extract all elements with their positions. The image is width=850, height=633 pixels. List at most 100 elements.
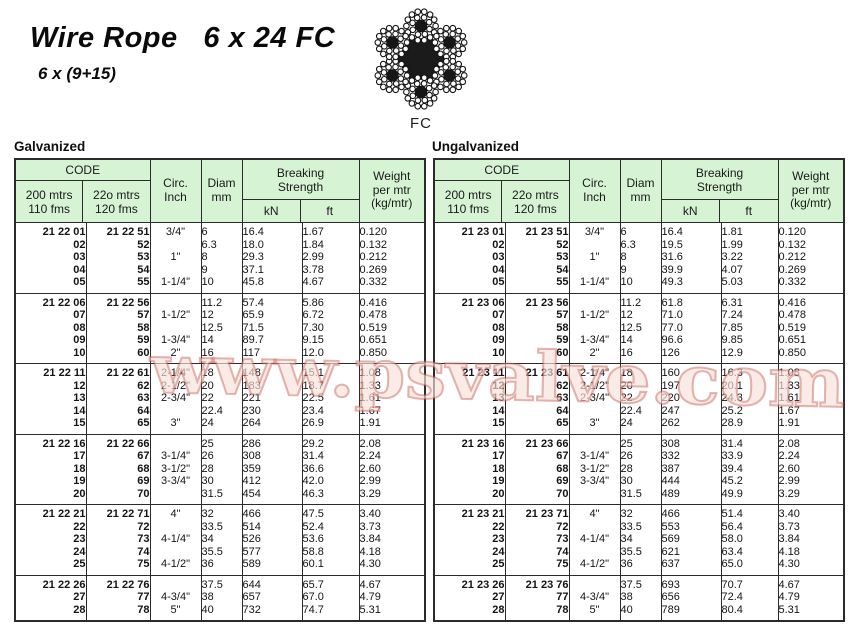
cell-weight: 0.416 [358, 293, 426, 309]
cell-diam-mm: 22.4 [200, 404, 243, 417]
rope-core-label: FC [410, 115, 432, 132]
cell-circ-inch: 1-1/4" [568, 276, 621, 293]
cell-kn: 71.0 [660, 309, 722, 322]
cell-kn: 286 [241, 434, 303, 450]
table-row: 23 73 4-1/4" 34 569 58.0 3.84 [433, 533, 845, 546]
cell-diam-mm: 22 [200, 392, 243, 405]
cell-diam-mm: 26 [200, 450, 243, 463]
cell-circ-inch: 4" [568, 504, 621, 521]
cell-code-220: 77 [85, 591, 151, 604]
cell-code-200: 04 [14, 263, 87, 276]
cell-kn: 308 [241, 450, 303, 463]
cell-ft: 1.84 [301, 238, 360, 251]
cell-diam-mm: 36 [200, 558, 243, 575]
cell-weight: 4.79 [358, 591, 426, 604]
table-row: 21 23 16 21 23 66 25 308 31.4 2.08 [433, 434, 845, 450]
cell-circ-inch: 1-1/4" [149, 276, 202, 293]
table-row: 21 23 06 21 23 56 11.2 61.8 6.31 0.416 [433, 293, 845, 309]
table-row: 02 52 6.3 19.5 1.99 0.132 [433, 238, 845, 251]
cell-code-220: 21 23 71 [504, 504, 570, 521]
cell-code-220: 53 [85, 251, 151, 264]
cell-circ-inch [568, 487, 621, 505]
cell-code-220: 52 [504, 238, 570, 251]
cell-weight: 3.73 [358, 520, 426, 533]
table-row: 02 52 6.3 18.0 1.84 0.132 [14, 238, 426, 251]
cell-code-200: 28 [433, 603, 506, 621]
cell-code-220: 53 [504, 251, 570, 264]
cell-diam-mm: 34 [619, 533, 662, 546]
cell-code-220: 57 [504, 309, 570, 322]
cell-kn: 148 [241, 363, 303, 380]
cell-weight: 1.91 [777, 417, 845, 434]
cell-code-220: 78 [85, 603, 151, 621]
cell-weight: 0.519 [777, 321, 845, 334]
table-row: 13 63 2-3/4" 22 221 22.5 1.61 [14, 392, 426, 405]
cell-weight: 3.40 [358, 504, 426, 521]
cell-code-200: 21 22 21 [14, 504, 87, 521]
cell-weight: 2.08 [777, 434, 845, 450]
cell-code-220: 75 [85, 558, 151, 575]
cell-code-200: 14 [14, 404, 87, 417]
cell-code-220: 78 [504, 603, 570, 621]
cell-kn: 96.6 [660, 334, 722, 347]
table-row: 10 60 2" 16 126 12.9 0.850 [433, 346, 845, 364]
cell-code-200: 09 [433, 334, 506, 347]
cell-ft: 7.24 [720, 309, 779, 322]
cell-diam-mm: 12 [619, 309, 662, 322]
cell-diam-mm: 8 [619, 251, 662, 264]
cell-kn: 444 [660, 475, 722, 488]
table-row: 25 75 4-1/2" 36 589 60.1 4.30 [14, 558, 426, 575]
cell-ft: 36.6 [301, 462, 360, 475]
cell-diam-mm: 6.3 [619, 238, 662, 251]
cell-circ-inch: 3-1/2" [568, 462, 621, 475]
cell-kn: 454 [241, 487, 303, 505]
cell-kn: 657 [241, 591, 303, 604]
cell-code-220: 21 22 76 [85, 575, 151, 591]
size-block: 21 22 16 21 22 66 25 286 29.2 2.08 17 67 3-1/4" 2… [14, 434, 426, 505]
cell-kn: 693 [660, 575, 722, 591]
cell-ft: 3.22 [720, 251, 779, 264]
cell-ft: 47.5 [301, 504, 360, 521]
cell-code-200: 18 [14, 462, 87, 475]
cell-code-220: 58 [85, 321, 151, 334]
size-block: 21 22 06 21 22 56 11.2 57.4 5.86 0.416 07 57 1-1… [14, 293, 426, 364]
table-row: 18 68 3-1/2" 28 387 39.4 2.60 [433, 462, 845, 475]
cell-diam-mm: 25 [200, 434, 243, 450]
cell-code-200: 24 [433, 545, 506, 558]
rope-cross-section: FC [366, 6, 476, 132]
table-row: 12 62 2-1/2" 20 183 18.7 1.33 [14, 379, 426, 392]
cell-ft: 12.0 [301, 346, 360, 364]
cell-code-220: 57 [85, 309, 151, 322]
cell-ft: 70.7 [720, 575, 779, 591]
table-row: 21 22 06 21 22 56 11.2 57.4 5.86 0.416 [14, 293, 426, 309]
cell-ft: 49.9 [720, 487, 779, 505]
cell-diam-mm: 12.5 [619, 321, 662, 334]
cell-code-200: 04 [433, 263, 506, 276]
cell-code-200: 14 [433, 404, 506, 417]
table-row: 19 69 3-3/4" 30 444 45.2 2.99 [433, 475, 845, 488]
cell-ft: 5.86 [301, 293, 360, 309]
cell-code-200: 22 [433, 520, 506, 533]
cell-code-220: 21 22 51 [85, 222, 151, 239]
cell-circ-inch: 1" [149, 251, 202, 264]
table-row: 14 64 22.4 247 25.2 1.67 [433, 404, 845, 417]
cell-code-220: 21 23 61 [504, 363, 570, 380]
cell-circ-inch: 4" [149, 504, 202, 521]
cell-weight: 2.60 [358, 462, 426, 475]
cell-weight: 4.67 [777, 575, 845, 591]
cell-kn: 16.4 [241, 222, 303, 239]
cell-weight: 3.29 [777, 487, 845, 505]
cell-diam-mm: 12 [200, 309, 243, 322]
cell-kn: 230 [241, 404, 303, 417]
cell-diam-mm: 35.5 [200, 545, 243, 558]
table-row: 12 62 2-1/2" 20 197 20.1 1.33 [433, 379, 845, 392]
cell-ft: 15.1 [301, 363, 360, 380]
cell-circ-inch: 2-1/2" [568, 379, 621, 392]
table-row: 19 69 3-3/4" 30 412 42.0 2.99 [14, 475, 426, 488]
table-row: 05 55 1-1/4" 10 45.8 4.67 0.332 [14, 276, 426, 293]
cell-code-200: 25 [14, 558, 87, 575]
code-label: CODE [65, 163, 101, 177]
cell-kn: 49.3 [660, 276, 722, 293]
header-row: CODE 200 mtrs 110 fms 22o mtrs 120 fms Cir… [433, 158, 845, 223]
cell-ft: 58.8 [301, 545, 360, 558]
